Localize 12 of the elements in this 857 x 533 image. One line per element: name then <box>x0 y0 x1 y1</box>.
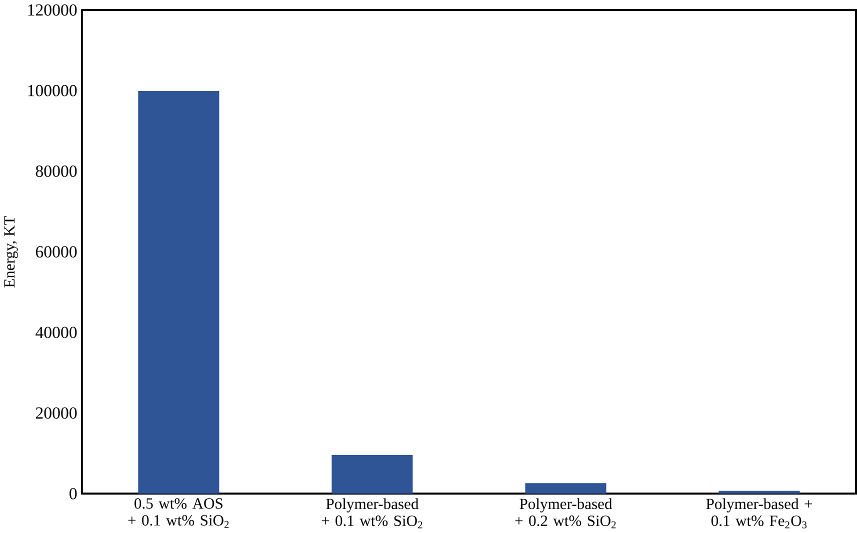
y-axis-title: Energy, KT <box>4 216 18 288</box>
x-tick-label: Polymer-based + 0.1 wt% SiO$_{2}$ <box>322 498 422 528</box>
x-tick-label: Polymer-based + 0.1 wt% Fe$_{2}$O$_{3}$ <box>706 498 812 528</box>
y-tick-label: 40000 <box>36 326 77 338</box>
y-tick-label: 100000 <box>28 85 77 96</box>
y-tick-label: 0 <box>70 488 77 500</box>
y-tick-label: 120000 <box>28 4 77 16</box>
x-tick-label: Polymer-based + 0.2 wt% SiO$_{2}$ <box>515 498 616 528</box>
x-tick-label: 0.5 wt% AOS + 0.1 wt% SiO$_{2}$ <box>128 498 229 528</box>
y-tick-label: 60000 <box>36 246 77 258</box>
y-tick-label: 80000 <box>36 166 77 178</box>
y-tick-label: 20000 <box>36 408 77 419</box>
